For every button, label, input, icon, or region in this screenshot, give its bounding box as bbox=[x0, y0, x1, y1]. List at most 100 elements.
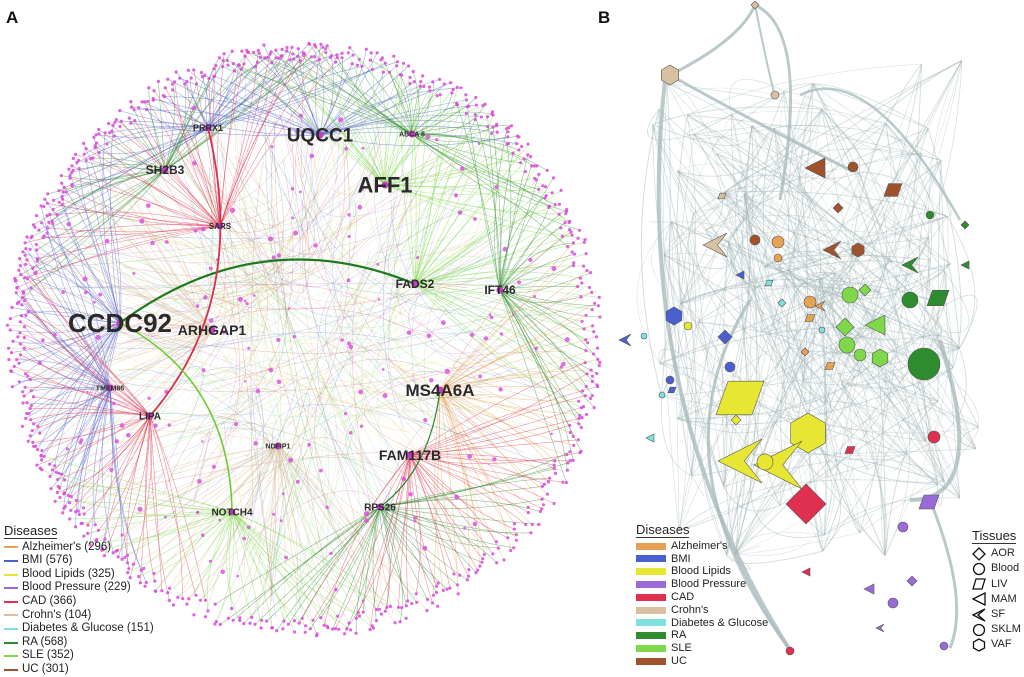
panel-b-nodes bbox=[618, 0, 970, 656]
figure: A B UQCC1 PRRX1 ABCA 8 SH2B3 AFF1 SARS FADS2 IF… bbox=[4, 0, 1021, 675]
legend-label: Diabetes & Glucose bbox=[671, 616, 769, 629]
tissue-disease-node bbox=[773, 253, 783, 263]
legend-swatch bbox=[636, 657, 666, 665]
tissue-disease-node bbox=[875, 623, 885, 633]
gene-hub: FAM117B bbox=[379, 447, 441, 463]
gene-hub: ABCA 8 bbox=[399, 130, 425, 138]
gene-label: CCDC92 bbox=[68, 308, 172, 338]
legend-label: CAD bbox=[671, 590, 695, 603]
gene-label: FAM117B bbox=[379, 447, 441, 463]
tissue-disease-node bbox=[847, 161, 859, 173]
gene-hub: CCDC92 bbox=[68, 308, 172, 338]
gene-hub-dot bbox=[208, 326, 216, 334]
tissue-label: Blood bbox=[991, 562, 1020, 575]
tissues-legend: Tissues AOR Blood LIV MAM SF SKLM VAF bbox=[972, 528, 1021, 653]
tissue-disease-node bbox=[735, 270, 745, 280]
tissue-disease-node bbox=[814, 300, 826, 312]
gene-hub-dot bbox=[274, 442, 282, 450]
legend-label: Blood Lipids bbox=[671, 565, 731, 578]
legend-label: RA (568) bbox=[22, 635, 68, 648]
tissue-label: SKLM bbox=[991, 623, 1021, 636]
tissue-legend-item: Blood bbox=[972, 561, 1021, 576]
tissue-disease-node bbox=[901, 256, 919, 274]
gene-hub: FADS2 bbox=[396, 277, 435, 291]
gene-label: UQCC1 bbox=[287, 126, 354, 147]
tissue-legend-item: SF bbox=[972, 607, 1021, 622]
tissue-disease-node bbox=[906, 575, 918, 587]
tissue-disease-node bbox=[925, 210, 935, 220]
gene-hub-dot bbox=[228, 508, 236, 516]
hexagon-icon bbox=[972, 638, 986, 652]
tissue-disease-node bbox=[764, 279, 774, 287]
gene-hub: NDFIP1 bbox=[266, 442, 291, 450]
tissue-disease-node bbox=[926, 289, 950, 307]
legend-swatch bbox=[636, 606, 666, 614]
panel-b-network bbox=[618, 0, 979, 656]
legend-item: CAD bbox=[636, 591, 768, 604]
tissue-disease-node bbox=[683, 321, 693, 331]
tissue-disease-node bbox=[665, 375, 675, 385]
gene-hub-dot bbox=[216, 222, 224, 230]
tissue-disease-node bbox=[660, 64, 679, 86]
tissue-legend-item: LIV bbox=[972, 577, 1021, 592]
parallelogram-icon bbox=[972, 578, 986, 590]
tissue-disease-node bbox=[730, 414, 742, 426]
gene-hub: TMEM86 bbox=[96, 384, 124, 392]
legend-item: RA (568) bbox=[4, 636, 154, 650]
tissue-disease-node bbox=[717, 329, 733, 345]
legend-item: BMI (576) bbox=[4, 554, 154, 568]
legend-item: UC bbox=[636, 655, 768, 668]
legend-item: Diabetes & Glucose bbox=[636, 617, 768, 630]
tissue-disease-node bbox=[753, 440, 803, 490]
legend-item: SLE bbox=[636, 642, 768, 655]
tissue-disease-node bbox=[863, 583, 875, 595]
legend-swatch bbox=[4, 668, 18, 671]
tissue-disease-node bbox=[750, 0, 760, 10]
tissue-disease-node bbox=[724, 361, 736, 373]
gene-label: MS4A6A bbox=[406, 381, 475, 400]
circle-icon bbox=[972, 623, 986, 636]
tissue-disease-node bbox=[801, 567, 811, 577]
panel-a-letter: A bbox=[6, 8, 19, 27]
gene-hub: ARHGAP1 bbox=[178, 322, 247, 338]
gene-hub-dot bbox=[376, 503, 384, 511]
tissue-disease-node bbox=[960, 260, 970, 270]
legend-swatch bbox=[636, 645, 666, 653]
legend-swatch bbox=[4, 655, 18, 658]
tissue-label: LIV bbox=[991, 577, 1008, 590]
gene-hub: NOTCH4 bbox=[211, 508, 253, 519]
gene-label: SARS bbox=[209, 222, 232, 231]
tissue-disease-node bbox=[939, 641, 949, 651]
legend-swatch bbox=[4, 546, 18, 549]
legend-label: BMI bbox=[671, 552, 691, 565]
gene-hub-dot bbox=[106, 384, 114, 392]
legend-swatch bbox=[4, 587, 18, 590]
legend-swatch bbox=[636, 632, 666, 640]
diamond-icon bbox=[972, 546, 986, 561]
tissue-disease-node bbox=[907, 347, 941, 381]
tissue-disease-node bbox=[665, 306, 683, 326]
tissue-disease-node bbox=[804, 314, 816, 322]
tissue-disease-node bbox=[702, 232, 728, 258]
tissue-label: VAF bbox=[991, 638, 1012, 651]
gene-label: ARHGAP1 bbox=[178, 322, 247, 338]
legend-swatch bbox=[4, 600, 18, 603]
tissue-disease-node bbox=[822, 240, 842, 260]
tissue-disease-node bbox=[785, 646, 795, 656]
legend-item: Crohn's bbox=[636, 604, 768, 617]
legend-swatch bbox=[636, 593, 666, 601]
legend-label: Crohn's bbox=[671, 603, 709, 616]
gene-hub: AFF1 bbox=[358, 173, 413, 198]
gene-hub-dot bbox=[436, 386, 444, 394]
gene-hub-dot bbox=[204, 124, 212, 132]
tissue-disease-node bbox=[667, 386, 677, 394]
triangle-icon bbox=[972, 592, 986, 607]
tissue-disease-node bbox=[858, 283, 872, 297]
legend-item: Crohn's (104) bbox=[4, 609, 154, 623]
legend-item: BMI bbox=[636, 553, 768, 566]
tissue-disease-node bbox=[618, 333, 632, 347]
tissue-disease-node bbox=[901, 291, 919, 309]
tissue-disease-node bbox=[838, 336, 856, 354]
gene-hub-dot bbox=[161, 166, 169, 174]
gene-hub: MS4A6A bbox=[406, 381, 475, 400]
